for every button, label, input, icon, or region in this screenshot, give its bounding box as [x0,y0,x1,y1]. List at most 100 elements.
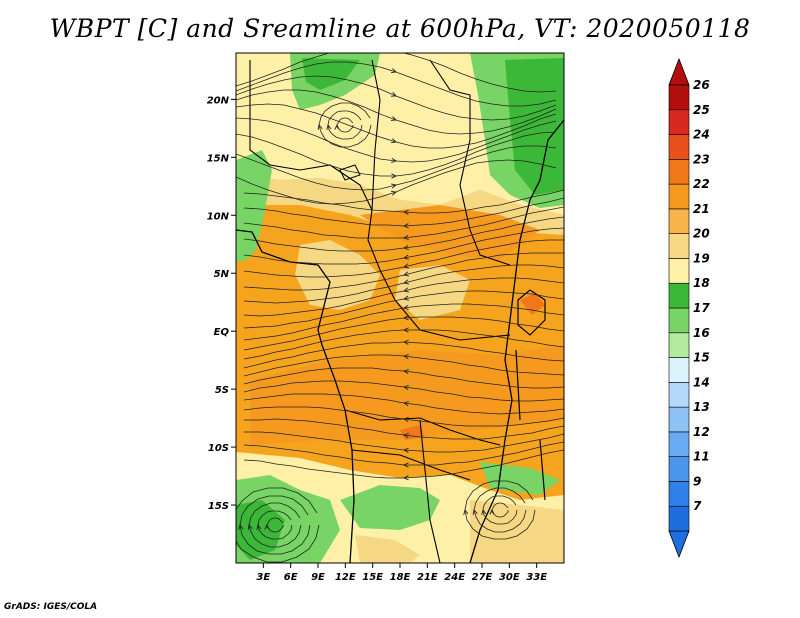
lake-chad [339,164,361,181]
streamline-39 [473,487,527,533]
streamline-42 [327,110,363,140]
lon-tick-label: 9E [311,572,325,583]
colorbar-swatch [668,382,690,408]
streamline-arrow-27 [390,138,397,144]
lake-victoria [517,289,546,336]
streamline-arrow-26 [390,116,397,121]
streamline-arrow-19 [402,432,409,439]
colorbar-swatch [668,307,690,334]
colorbar-swatch [668,134,690,160]
lat-tick-label: 10S [208,443,229,454]
lake-malawi [539,439,546,501]
streamline-arrow-1 [402,223,409,229]
colorbar-swatch [668,406,690,433]
band-dark-2 [250,345,564,445]
colorbar-label: 18 [693,276,710,290]
colorbar-swatch [668,456,690,482]
region-s-patch [355,535,420,563]
streamline-43 [318,102,372,148]
streamline-40 [464,480,536,540]
band-dark-1 [360,205,540,260]
colorbar-label: 15 [693,351,710,365]
colorbar-swatch [668,505,690,532]
streamline-arrow-7 [402,279,409,285]
region-se-green [480,462,560,495]
colorbar-swatch [668,481,690,507]
lat-tick-label: 5S [215,385,229,396]
colorbar-label: 26 [693,78,710,92]
coastlines [236,59,564,563]
colorbar-swatch [668,109,690,135]
lat-tick-label: EQ [214,327,230,338]
streamline-arrow-20 [402,447,409,453]
colorbar-label: 14 [693,375,710,389]
streamline-arrow-29 [391,173,398,179]
streamline-arrow-35 [238,523,244,530]
streamline-arrow-43 [317,124,323,131]
streamline-arrow-11 [402,315,409,321]
colorbar-swatch [668,84,690,111]
streamline-23 [236,53,557,93]
lon-tick-label: 30E [499,572,520,583]
colorbar-label: 21 [693,202,710,216]
streamline-arrow-38 [481,508,487,515]
border-4 [394,299,511,341]
streamline-arrow-21 [402,462,409,468]
map-title: WBPT [C] and Sreamline at 600hPa, VT: 20… [49,14,751,43]
colorbar-label: 17 [693,301,710,315]
colorbar-label: 11 [693,450,710,464]
colorbar-label: 12 [693,425,710,439]
streamline-arrow-3 [402,244,409,251]
border-3 [429,59,511,266]
region-s-green [340,485,440,530]
colorbar-label: 9 [693,474,701,488]
streamline-arrow-2 [402,234,409,241]
lon-tick-label: 15E [362,572,383,583]
colorbar-swatch [668,183,690,210]
spot-red-e [520,293,545,315]
streamline-arrow-39 [472,509,478,516]
streamline-arrow-4 [402,254,409,260]
patch-central-2 [395,265,470,320]
lat-tick-label: 10N [207,211,230,222]
lon-tick-label: 24E [444,572,465,583]
wbpt-shading [236,53,564,563]
streamline-arrow-6 [402,271,409,277]
streamline-38 [482,495,518,525]
streamline-arrow-9 [402,295,409,301]
streamline-35 [239,495,311,555]
streamline-arrow-37 [489,508,495,515]
streamline-arrow-15 [402,368,409,375]
streamline-arrow-5 [402,263,409,269]
streamline-arrow-40 [463,508,469,515]
colorbar-swatch [668,332,690,358]
lat-tick-label: 15S [208,501,229,512]
streamline-arrow-0 [402,209,409,215]
colorbar-label: 24 [693,128,710,142]
colorbar-swatch [668,357,690,383]
grads-credit: GrADS: IGES/COLA [4,602,98,612]
lon-tick-label: 18E [390,572,411,583]
streamline-arrow-12 [402,327,409,333]
lon-tick-label: 3E [256,572,270,583]
lon-tick-label: 6E [284,572,298,583]
streamline-33 [257,510,293,540]
colorbar-swatch [668,159,690,185]
region-sw-green-dark [236,500,285,560]
streamline-36 [236,487,320,563]
patch-central-1 [295,240,380,310]
streamline-arrow-42 [326,123,332,130]
colorbar-label: 22 [693,177,710,191]
streamline-arrow-28 [391,157,398,164]
streamline-arrow-34 [247,524,253,531]
border-6 [351,449,471,481]
region-green-w [236,150,272,262]
colorbar-swatch [668,208,690,234]
colorbar-label: 23 [693,152,710,166]
streamline-arrow-30 [391,183,398,189]
colorbar-label: 7 [693,499,702,513]
colorbar-high-arrow [668,57,690,86]
border-1 [249,60,373,211]
streamline-arrow-18 [402,416,409,423]
